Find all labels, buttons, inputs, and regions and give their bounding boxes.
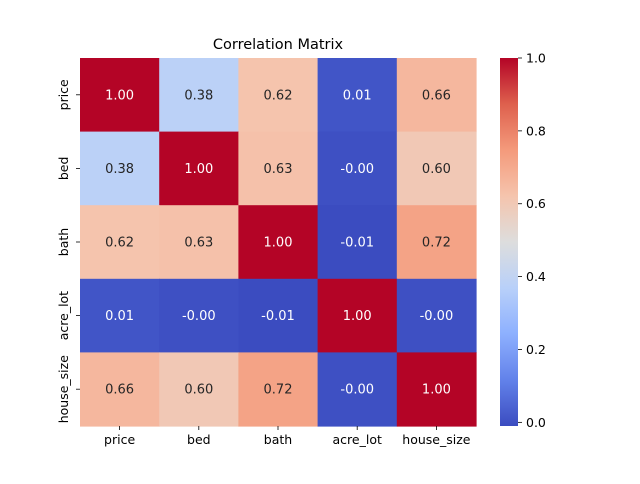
heatmap-cell-price-bed xyxy=(159,58,239,133)
cell-value-label: 0.63 xyxy=(264,162,293,177)
colorbar-tick-label: 0.4 xyxy=(526,269,546,284)
cell-value-label: 1.00 xyxy=(184,162,213,177)
heatmap-cell-acre_lot-bed xyxy=(159,278,239,353)
colorbar-tick-label: 0.0 xyxy=(526,415,546,430)
cell-value-label: 1.00 xyxy=(422,383,451,398)
heatmap-cell-bath-bath xyxy=(238,205,319,280)
heatmap-cell-bed-bed xyxy=(159,131,239,206)
x-tick-label: acre_lot xyxy=(333,432,382,447)
heatmap-cell-house_size-house_size xyxy=(396,352,477,427)
cell-value-label: -0.01 xyxy=(340,236,374,251)
heatmap-cell-house_size-bath xyxy=(238,352,319,427)
chart-title: Correlation Matrix xyxy=(213,37,344,53)
cell-value-label: -0.00 xyxy=(340,162,374,177)
cell-value-label: 0.01 xyxy=(105,309,134,324)
y-tick-label: price xyxy=(56,79,71,110)
cell-value-label: 0.72 xyxy=(264,383,293,398)
heatmap-cell-house_size-acre_lot xyxy=(317,352,398,427)
heatmap-cell-price-house_size xyxy=(396,58,477,133)
x-tick-label: house_size xyxy=(402,432,470,447)
y-tick-label: acre_lot xyxy=(56,291,71,340)
cell-value-label: -0.01 xyxy=(261,309,295,324)
heatmap-cell-house_size-bed xyxy=(159,352,239,427)
heatmap-cell-price-price xyxy=(80,58,160,133)
heatmap-cell-bath-bed xyxy=(159,205,239,280)
cell-value-label: -0.00 xyxy=(420,309,454,324)
heatmap-cell-acre_lot-house_size xyxy=(396,278,477,353)
heatmap-cells xyxy=(80,58,477,427)
heatmap-cell-bed-price xyxy=(80,131,160,206)
cell-value-label: -0.00 xyxy=(182,309,216,324)
cell-value-label: 0.60 xyxy=(184,383,213,398)
cell-value-label: 0.72 xyxy=(422,236,451,251)
heatmap-cell-bed-house_size xyxy=(396,131,477,206)
cell-value-label: 0.63 xyxy=(184,236,213,251)
cell-value-label: 0.62 xyxy=(264,88,293,103)
heatmap-cell-acre_lot-price xyxy=(80,278,160,353)
heatmap-cell-price-acre_lot xyxy=(317,58,398,133)
heatmap-cell-bath-price xyxy=(80,205,160,280)
colorbar-tick-label: 1.0 xyxy=(526,51,546,66)
heatmap-cell-price-bath xyxy=(238,58,319,133)
cell-value-label: 0.38 xyxy=(184,88,213,103)
cell-value-label: 0.01 xyxy=(343,88,372,103)
colorbar-tick-label: 0.8 xyxy=(526,123,546,138)
y-axis: price bed bath acre_lot house_size xyxy=(56,79,80,423)
y-tick-label: house_size xyxy=(56,355,71,423)
colorbar-tick-label: 0.2 xyxy=(526,342,546,357)
cell-value-label: 0.62 xyxy=(105,236,134,251)
heatmap-cell-labels: 1.00 0.38 0.62 0.01 0.66 0.38 1.00 0.63 -0.00 0.6… xyxy=(105,88,453,397)
x-tick-label: price xyxy=(104,432,135,447)
heatmap-cell-acre_lot-bath xyxy=(238,278,319,353)
heatmap-cell-bed-acre_lot xyxy=(317,131,398,206)
x-axis: price bed bath acre_lot house_size xyxy=(104,426,471,447)
x-tick-label: bed xyxy=(187,432,211,447)
cell-value-label: 1.00 xyxy=(343,309,372,324)
cell-value-label: 1.00 xyxy=(105,88,134,103)
cell-value-label: 0.66 xyxy=(422,88,451,103)
heatmap-cell-bath-house_size xyxy=(396,205,477,280)
heatmap-cell-bed-bath xyxy=(238,131,319,206)
colorbar-tick-label: 0.6 xyxy=(526,196,546,211)
heatmap-cell-house_size-price xyxy=(80,352,160,427)
cell-value-label: 0.66 xyxy=(105,383,134,398)
y-tick-label: bed xyxy=(56,157,71,181)
y-tick-label: bath xyxy=(56,228,71,256)
cell-value-label: -0.00 xyxy=(340,383,374,398)
heatmap-cell-bath-acre_lot xyxy=(317,205,398,280)
cell-value-label: 0.60 xyxy=(422,162,451,177)
colorbar-gradient xyxy=(500,58,518,426)
x-tick-label: bath xyxy=(264,432,292,447)
colorbar: 0.0 0.2 0.4 0.6 0.8 1.0 xyxy=(500,51,546,430)
cell-value-label: 1.00 xyxy=(264,236,293,251)
heatmap-cell-acre_lot-acre_lot xyxy=(317,278,398,353)
cell-value-label: 0.38 xyxy=(105,162,134,177)
